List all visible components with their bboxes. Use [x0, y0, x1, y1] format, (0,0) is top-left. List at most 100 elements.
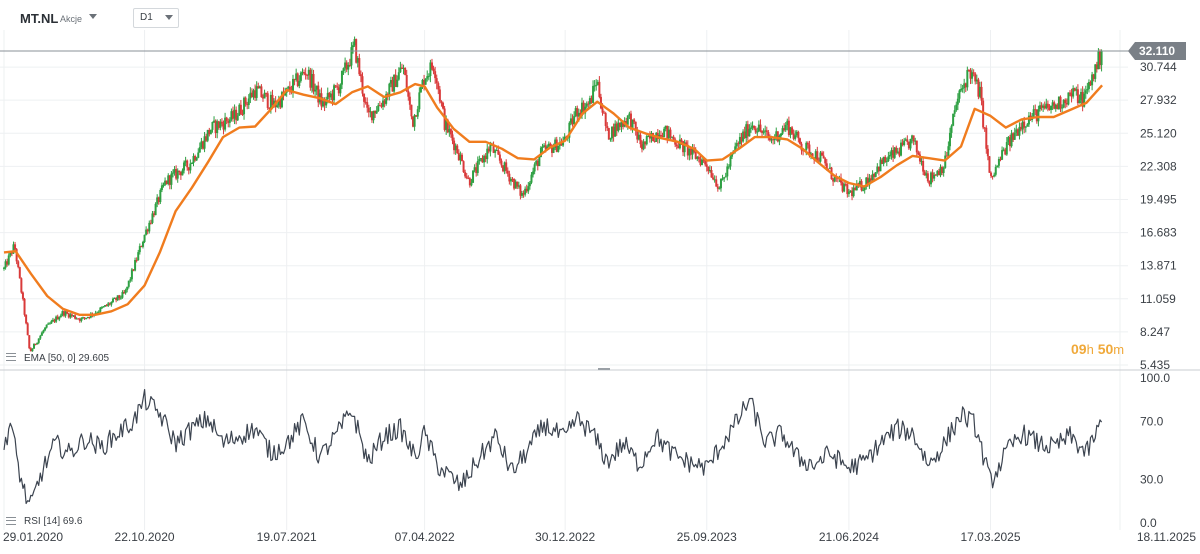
candle-body [577, 112, 580, 117]
candle-body [243, 97, 246, 115]
candle-body [524, 188, 527, 195]
rsi-settings-icon[interactable] [6, 517, 16, 525]
candle-body [639, 134, 642, 145]
candle-body [688, 148, 691, 156]
candle-body [233, 109, 236, 119]
candle-body [430, 62, 433, 69]
candle-body [1048, 107, 1051, 110]
ema-legend[interactable]: EMA [50, 0] 29.605 [24, 353, 109, 364]
candle-body [39, 335, 42, 339]
candle-body [1018, 126, 1021, 136]
candle-body [451, 134, 454, 141]
symbol-dropdown-caret-icon[interactable] [89, 14, 97, 19]
candle-body [773, 138, 776, 140]
candle-body [713, 179, 716, 181]
candle-body [475, 167, 478, 173]
candle-body [413, 115, 416, 127]
candle-body [75, 318, 78, 320]
timeframe-select[interactable]: D1 [133, 8, 179, 28]
candle-body [78, 318, 81, 321]
ema-settings-icon[interactable] [6, 353, 16, 361]
candle-body [115, 298, 118, 301]
candle-body [759, 124, 762, 131]
candle-body [1026, 124, 1029, 127]
candle-body [81, 317, 84, 319]
candle-body [484, 155, 487, 160]
candle-body [72, 315, 75, 317]
candle-body [724, 176, 727, 178]
candle-body [14, 244, 17, 250]
candle-body [222, 123, 225, 130]
candle-body [277, 98, 280, 106]
candle-body [735, 143, 738, 147]
candle-body [175, 168, 178, 179]
candle-body [849, 190, 852, 192]
candle-body [530, 174, 533, 183]
candle-body [846, 184, 849, 195]
candle-body [1068, 92, 1071, 94]
candle-body [337, 87, 340, 94]
candle-body [456, 145, 459, 154]
candle-body [1002, 149, 1005, 151]
candle-body [508, 173, 511, 182]
candle-body [701, 159, 704, 165]
candle-body [263, 92, 266, 99]
candle-body [847, 191, 850, 195]
candle-body [1012, 133, 1015, 140]
candle-body [1092, 74, 1095, 79]
candle-body [412, 116, 415, 127]
candle-body [986, 148, 989, 157]
current-price-tag: 32.110 [0, 42, 1186, 61]
candle-body [789, 127, 792, 135]
candle-body [123, 292, 126, 294]
candle-body [892, 150, 895, 158]
candle-body [1086, 88, 1089, 91]
candle-body [1087, 82, 1090, 89]
candle-body [612, 126, 615, 137]
candle-body [173, 168, 176, 173]
candle-body [682, 141, 685, 153]
candle-body [165, 180, 168, 184]
candle-body [88, 316, 91, 318]
candle-body [852, 187, 855, 197]
candle-body [991, 175, 994, 177]
candle-body [236, 115, 239, 121]
candle-body [904, 139, 907, 141]
candle-body [388, 83, 391, 97]
candle-body [966, 70, 969, 88]
candle-body [198, 147, 201, 153]
candle-body [97, 311, 100, 313]
candle-body [170, 173, 173, 185]
price-tick-label: 25.120 [1140, 126, 1177, 140]
candle-body [1005, 142, 1008, 155]
candle-body [539, 147, 542, 158]
candle-body [497, 150, 500, 155]
candle-body [851, 190, 854, 197]
rsi-legend-value: 69.6 [62, 516, 83, 527]
candle-body [67, 313, 70, 318]
candle-body [615, 123, 618, 131]
candle-body [40, 332, 43, 336]
candle-body [1046, 103, 1049, 108]
candle-body [592, 85, 595, 103]
candle-body [64, 311, 67, 316]
candle-body [817, 160, 820, 162]
candle-body [715, 179, 718, 187]
instrument-symbol[interactable]: MT.NL [20, 11, 59, 26]
candle-body [751, 125, 754, 128]
candle-body [667, 129, 670, 139]
candle-body [378, 105, 381, 107]
candle-body [1043, 105, 1046, 109]
candle-body [442, 102, 445, 109]
candle-body [495, 150, 498, 152]
time-tick-label: 21.06.2024 [819, 530, 879, 544]
candle-body [205, 136, 208, 141]
candle-body [228, 119, 231, 123]
rsi-line [3, 389, 1103, 505]
rsi-legend[interactable]: RSI [14] 69.6 [24, 516, 82, 527]
candle-body [135, 260, 138, 262]
candle-body [472, 170, 475, 183]
candle-body [754, 128, 757, 133]
candle-body [244, 97, 247, 105]
